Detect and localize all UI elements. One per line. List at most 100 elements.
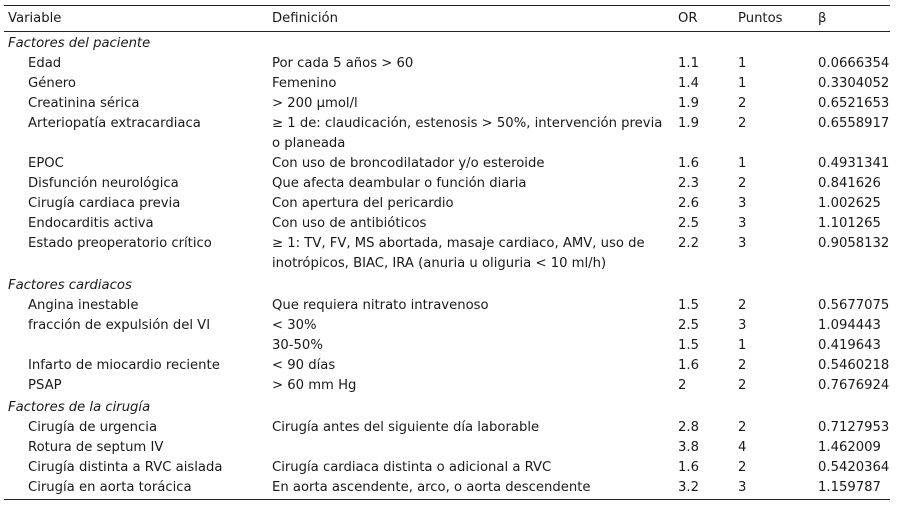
cell-beta: 0.7127953 <box>818 420 890 435</box>
header-or: OR <box>674 5 734 32</box>
cell-definition: Con apertura del pericardio <box>272 196 454 211</box>
section-header-row: Factores de la cirugía <box>4 396 890 418</box>
cell-or: 3.2 <box>674 478 734 500</box>
cell-beta: 0.841626 <box>818 176 881 191</box>
cell-points: 4 <box>738 440 747 455</box>
cell-variable: Cirugía cardiaca previa <box>28 196 181 211</box>
cell-points: 2 <box>738 378 747 393</box>
cell-or: 1.6 <box>678 460 699 475</box>
table-row: Género Femenino 1.4 1 0.3304052 <box>4 74 890 94</box>
cell-definition: > 60 mm Hg <box>272 378 357 393</box>
cell-variable: Cirugía de urgencia <box>28 420 158 435</box>
cell-or: 1.5 <box>678 298 699 313</box>
table-row: Cirugía en aorta torácica En aorta ascend… <box>4 478 890 500</box>
cell-beta: 0.7676924 <box>818 378 890 393</box>
cell-beta: 1.462009 <box>818 440 881 455</box>
cell-variable: PSAP <box>28 378 62 393</box>
table-row: Cirugía distinta a RVC aislada Cirugía ca… <box>4 458 890 478</box>
cell-or: 1.1 <box>678 56 699 71</box>
section-title: Factores de la cirugía <box>8 400 151 415</box>
cell-definition: Con uso de antibióticos <box>272 216 427 231</box>
cell-or: 1.6 <box>678 358 699 373</box>
cell-definition: En aorta ascendente, arco, o aorta desce… <box>268 478 674 500</box>
cell-variable: Cirugía distinta a RVC aislada <box>28 460 223 475</box>
table-body: Factores del paciente Edad Por cada 5 años… <box>4 32 890 500</box>
cell-beta: 1.002625 <box>818 196 881 211</box>
section-title: Factores cardiacos <box>8 278 132 293</box>
table-row: Disfunción neurológica Que afecta deambul… <box>4 174 890 194</box>
cell-beta: 0.5460218 <box>818 358 890 373</box>
table-row: Rotura de septum IV 3.8 4 1.462009 <box>4 438 890 458</box>
cell-definition: Cirugía cardiaca distinta o adicional a … <box>272 460 552 475</box>
table-row: Angina inestable Que requiera nitrato int… <box>4 296 890 316</box>
cell-points: 2 <box>738 96 747 111</box>
cell-or: 2.5 <box>678 216 699 231</box>
cell-or: 1.6 <box>678 156 699 171</box>
cell-definition: ≥ 1 de: claudicación, estenosis > 50%, i… <box>272 116 663 151</box>
cell-variable: Angina inestable <box>28 298 139 313</box>
cell-or: 1.9 <box>678 96 699 111</box>
cell-variable: Creatinina sérica <box>28 96 140 111</box>
cell-points: 3 <box>738 236 747 251</box>
cell-points: 3 <box>738 318 747 333</box>
header-points: Puntos <box>734 5 814 32</box>
table-row: 30-50% 1.5 1 0.419643 <box>4 336 890 356</box>
cell-variable: Disfunción neurológica <box>28 176 179 191</box>
table-row: EPOC Con uso de broncodilatador y/o ester… <box>4 154 890 174</box>
cell-beta: 0.9058132 <box>818 236 890 251</box>
cell-variable: Rotura de septum IV <box>28 440 164 455</box>
cell-points: 3 <box>734 478 814 500</box>
cell-or: 1.9 <box>678 116 699 131</box>
section-header-row: Factores del paciente <box>4 32 890 55</box>
cell-definition: Femenino <box>272 76 337 91</box>
cell-beta: 0.419643 <box>818 338 881 353</box>
cell-or: 1.4 <box>678 76 699 91</box>
cell-definition: < 30% <box>272 318 317 333</box>
cell-definition: Por cada 5 años > 60 <box>272 56 414 71</box>
header-variable: Variable <box>4 5 268 32</box>
cell-points: 1 <box>738 156 747 171</box>
cell-or: 2.5 <box>678 318 699 333</box>
cell-definition: 30-50% <box>272 338 323 353</box>
cell-variable <box>4 336 268 356</box>
cell-beta: 1.101265 <box>818 216 881 231</box>
cell-variable: Estado preoperatorio crítico <box>28 236 212 251</box>
cell-points: 1 <box>738 76 747 91</box>
cell-points: 2 <box>738 298 747 313</box>
cell-variable: Edad <box>28 56 62 71</box>
table-row: Cirugía de urgencia Cirugía antes del sig… <box>4 418 890 438</box>
section-title: Factores del paciente <box>8 36 151 51</box>
cell-beta: 0.0666354 <box>818 56 890 71</box>
cell-or: 2.8 <box>678 420 699 435</box>
header-beta: β <box>814 5 890 32</box>
cell-variable: Cirugía en aorta torácica <box>4 478 268 500</box>
cell-beta: 0.6521653 <box>818 96 890 111</box>
table-row: Estado preoperatorio crítico ≥ 1: TV, FV,… <box>4 234 890 274</box>
table-row: fracción de expulsión del VI < 30% 2.5 3 1.0… <box>4 316 890 336</box>
cell-variable: fracción de expulsión del VI <box>28 318 211 333</box>
cell-points: 1 <box>738 338 747 353</box>
cell-points: 2 <box>738 460 747 475</box>
cell-points: 3 <box>738 196 747 211</box>
cell-definition: Cirugía antes del siguiente día laborabl… <box>272 420 540 435</box>
cell-beta: 0.6558917 <box>818 116 890 131</box>
cell-or: 1.5 <box>678 338 699 353</box>
cell-definition: Que requiera nitrato intravenoso <box>272 298 489 313</box>
table-row: Endocarditis activa Con uso de antibiótic… <box>4 214 890 234</box>
table-row: Cirugía cardiaca previa Con apertura del … <box>4 194 890 214</box>
table-row: PSAP > 60 mm Hg 2 2 0.7676924 <box>4 376 890 396</box>
cell-variable: Arteriopatía extracardiaca <box>28 116 201 131</box>
cell-or: 2.3 <box>678 176 699 191</box>
cell-definition: ≥ 1: TV, FV, MS abortada, masaje cardiac… <box>272 236 645 271</box>
cell-variable: Género <box>28 76 77 91</box>
cell-variable: EPOC <box>28 156 64 171</box>
cell-beta: 1.159787 <box>814 478 890 500</box>
cell-points: 2 <box>738 358 747 373</box>
section-header-row: Factores cardiacos <box>4 274 890 296</box>
cell-or: 3.8 <box>678 440 699 455</box>
header-row: Variable Definición OR Puntos β <box>4 5 890 32</box>
cell-definition <box>268 438 674 458</box>
cell-variable: Infarto de miocardio reciente <box>28 358 220 373</box>
cell-beta: 0.3304052 <box>818 76 890 91</box>
cell-beta: 0.4931341 <box>818 156 890 171</box>
